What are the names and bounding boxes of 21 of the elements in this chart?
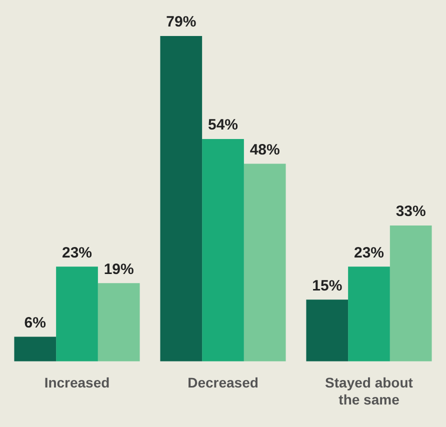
bar [390,225,432,362]
data-label: 48% [250,141,280,158]
x-tick-label: Increased [44,374,110,391]
data-label: 19% [104,260,134,278]
bar [56,266,98,362]
x-tick-label: Stayed about the same [325,374,414,408]
bar [244,164,286,362]
bar [202,138,244,362]
bar [348,266,390,362]
data-label: 79% [166,14,196,31]
bar [306,300,348,362]
data-label: 54% [208,116,238,134]
data-label: 23% [62,244,92,262]
data-label: 33% [396,203,426,220]
data-label: 15% [312,277,342,294]
bar [160,36,202,362]
x-tick-label: Decreased [188,374,258,391]
data-label: 23% [354,244,384,262]
data-label: 6% [24,314,46,332]
bar [98,283,140,362]
bar [14,336,56,362]
